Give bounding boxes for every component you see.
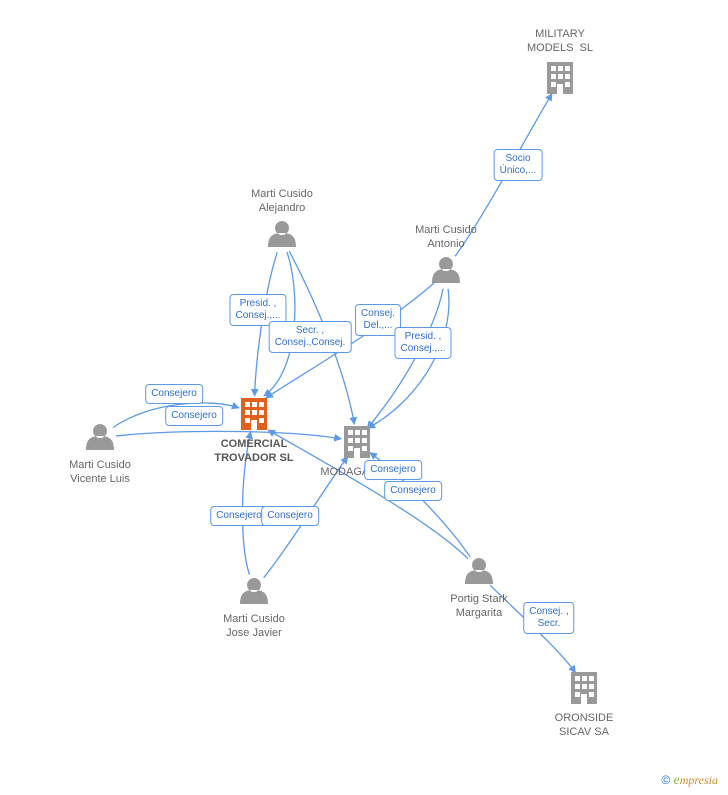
node-vicente[interactable] [86, 424, 114, 450]
edge-label-e-vic-trov: Consejero [145, 384, 203, 404]
node-trovador[interactable] [241, 398, 267, 430]
node-label-jose: Marti Cusido Jose Javier [223, 613, 285, 641]
footer-credit: © empresia [661, 773, 718, 789]
brand: empresia [674, 773, 718, 787]
node-jose[interactable] [240, 578, 268, 604]
node-antonio[interactable] [432, 257, 460, 283]
node-label-portig: Portig Stark Margarita [450, 593, 507, 621]
node-label-trovador: COMERCIAL TROVADOR SL [214, 438, 293, 466]
node-label-antonio: Marti Cusido Antonio [415, 224, 477, 252]
node-label-vicente: Marti Cusido Vicente Luis [69, 459, 131, 487]
copyright-symbol: © [661, 773, 670, 787]
node-alejandro[interactable] [268, 221, 296, 247]
edge-label-e-por-oron: Consej. , Secr. [523, 602, 574, 634]
edge-label-e-por-trov: Consejero [384, 481, 442, 501]
node-portig[interactable] [465, 558, 493, 584]
edge-label-e-vic-mod: Consejero [165, 406, 223, 426]
edge-label-e-ale-trov2: Secr. , Consej.,Consej. [269, 321, 352, 353]
node-oronside[interactable] [571, 672, 597, 704]
edge-label-e-jos-mod: Consejero [261, 506, 319, 526]
node-modagar[interactable] [344, 426, 370, 458]
edge-label-e-ant-mil: Socio Único,... [494, 149, 543, 181]
node-label-military: MILITARY MODELS SL [527, 28, 593, 56]
edge-label-e-ant-mod: Presid. , Consej.,... [394, 327, 451, 359]
edge-label-e-jos-trov: Consejero [210, 506, 268, 526]
node-label-alejandro: Marti Cusido Alejandro [251, 188, 313, 216]
node-military[interactable] [547, 62, 573, 94]
edge-label-e-por-mod: Consejero [364, 460, 422, 480]
node-label-oronside: ORONSIDE SICAV SA [555, 712, 614, 740]
network-canvas [0, 0, 728, 795]
